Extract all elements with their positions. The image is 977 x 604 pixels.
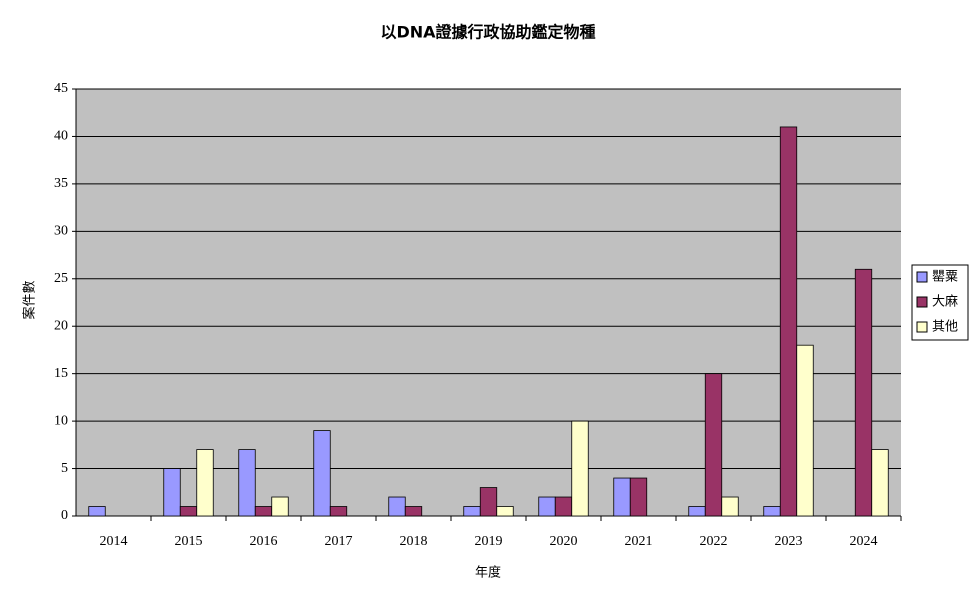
y-tick-label: 5 — [61, 461, 68, 476]
bar — [313, 430, 331, 517]
bar — [271, 496, 289, 517]
y-tick-label: 45 — [54, 81, 68, 96]
y-tick-label: 30 — [54, 224, 68, 239]
bar — [163, 468, 181, 517]
bar — [721, 496, 739, 517]
y-tick-label: 25 — [54, 271, 68, 286]
bar — [179, 506, 198, 517]
bar — [871, 449, 889, 517]
bar — [329, 506, 348, 517]
bar — [404, 506, 423, 517]
x-axis-label: 年度 — [475, 565, 501, 581]
y-tick-label: 40 — [54, 129, 68, 144]
y-tick-label: 15 — [54, 366, 68, 381]
bar — [538, 496, 556, 517]
x-tick-label: 2017 — [325, 534, 353, 549]
bar — [496, 506, 514, 517]
bar — [613, 477, 631, 517]
chart-title: 以DNA證據行政協助鑑定物種 — [380, 23, 595, 42]
y-tick-label: 20 — [54, 318, 68, 333]
x-tick-label: 2019 — [475, 534, 503, 549]
bar — [629, 477, 648, 517]
y-axis-label: 案件數 — [23, 280, 38, 319]
legend-label: 大麻 — [932, 295, 958, 310]
bar — [479, 487, 498, 517]
legend-swatch — [916, 271, 928, 283]
bar — [779, 126, 798, 517]
x-tick-label: 2014 — [100, 534, 128, 549]
bar — [88, 506, 106, 517]
bar — [796, 344, 814, 517]
bar — [854, 268, 873, 517]
y-tick-label: 35 — [54, 176, 68, 191]
y-tick-label: 0 — [61, 508, 68, 523]
legend-label: 罌粟 — [932, 270, 958, 285]
y-tick-label: 10 — [54, 413, 68, 428]
bar — [571, 420, 589, 517]
x-tick-label: 2024 — [850, 534, 878, 549]
plot-area — [76, 89, 901, 516]
legend-swatch — [916, 296, 928, 308]
bar — [704, 373, 723, 517]
bar — [688, 506, 706, 517]
x-tick-label: 2021 — [625, 534, 653, 549]
legend-label: 其他 — [932, 320, 958, 335]
x-tick-label: 2018 — [400, 534, 428, 549]
x-tick-label: 2016 — [250, 534, 278, 549]
bar — [463, 506, 481, 517]
bar — [238, 449, 256, 517]
x-tick-label: 2023 — [775, 534, 803, 549]
x-tick-label: 2020 — [550, 534, 578, 549]
x-tick-label: 2015 — [175, 534, 203, 549]
x-tick-label: 2022 — [700, 534, 728, 549]
bar — [196, 449, 214, 517]
bar — [763, 506, 781, 517]
bar — [254, 506, 273, 517]
legend-swatch — [916, 321, 928, 333]
bar — [554, 496, 573, 517]
bar — [388, 496, 406, 517]
